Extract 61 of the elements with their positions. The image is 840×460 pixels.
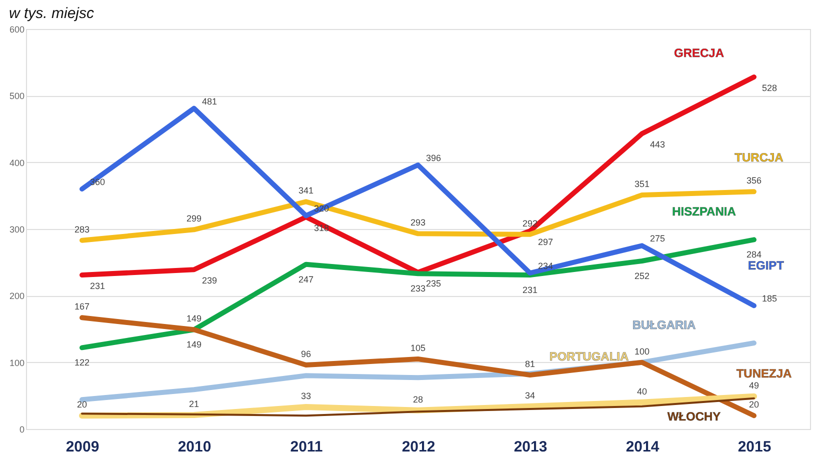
data-label: 293 (410, 218, 426, 228)
data-label: 231 (522, 285, 538, 295)
data-label: 396 (426, 153, 442, 163)
data-label: 299 (186, 214, 202, 224)
series-label: WŁOCHY (667, 409, 721, 424)
text: TURCJA (734, 150, 784, 165)
text: GRECJA (674, 46, 724, 60)
text: EGIPT (748, 258, 785, 273)
data-label: 122 (74, 358, 90, 368)
data-label: 49 (748, 380, 760, 390)
data-label: 105 (410, 343, 426, 353)
data-label: 20 (748, 400, 760, 410)
y-tick-label: 300 (9, 224, 24, 234)
text: HISZPANIA (672, 204, 736, 219)
chart-title: w tys. miejsc (8, 5, 94, 22)
text: PORTUGALIA (549, 349, 629, 364)
data-label: 231 (90, 281, 106, 291)
x-tick-label: 2013 (514, 438, 548, 456)
data-label: 21 (188, 399, 200, 409)
x-tick-label: 2012 (402, 438, 436, 456)
text: TUNEZJA (736, 366, 792, 381)
data-label: 528 (762, 83, 778, 93)
y-tick-label: 600 (9, 24, 24, 34)
x-tick-label: 2014 (626, 438, 660, 456)
x-tick-label: 2015 (738, 438, 772, 456)
data-label: 185 (762, 294, 778, 304)
data-label: 351 (634, 179, 650, 189)
y-tick-label: 0 (19, 424, 24, 434)
data-label: 167 (74, 302, 90, 312)
y-tick-label: 100 (9, 358, 24, 368)
data-label: 341 (298, 186, 314, 196)
data-label: 481 (202, 96, 218, 106)
data-label: 239 (202, 276, 218, 286)
data-label: 443 (650, 140, 666, 150)
data-label: 40 (636, 386, 648, 396)
x-tick-label: 2010 (178, 438, 212, 456)
data-label: 28 (412, 394, 424, 404)
data-label: 284 (746, 250, 762, 260)
y-tick-label: 200 (9, 291, 24, 302)
data-label: 235 (426, 278, 442, 288)
data-label: 96 (300, 349, 312, 359)
y-tick-label: 400 (9, 158, 24, 168)
data-label: 252 (634, 271, 650, 281)
data-label: 233 (410, 284, 426, 294)
data-label: 247 (298, 274, 314, 284)
x-tick-label: 2011 (290, 438, 323, 456)
data-label: 283 (74, 224, 90, 234)
data-label: 292 (522, 218, 538, 228)
y-tick-label: 500 (9, 91, 24, 102)
data-label: 20 (76, 400, 88, 410)
series-label: BUŁGARIA (632, 318, 696, 332)
data-label: 149 (186, 340, 202, 350)
data-label: 81 (524, 359, 536, 369)
data-label: 149 (186, 314, 202, 324)
x-tick-label: 2009 (66, 438, 100, 456)
data-label: 34 (524, 390, 536, 400)
data-label: 275 (650, 234, 666, 244)
data-label: 356 (746, 176, 762, 186)
data-label: 33 (300, 391, 312, 401)
data-label: 297 (538, 237, 554, 247)
data-label: 100 (634, 346, 650, 356)
